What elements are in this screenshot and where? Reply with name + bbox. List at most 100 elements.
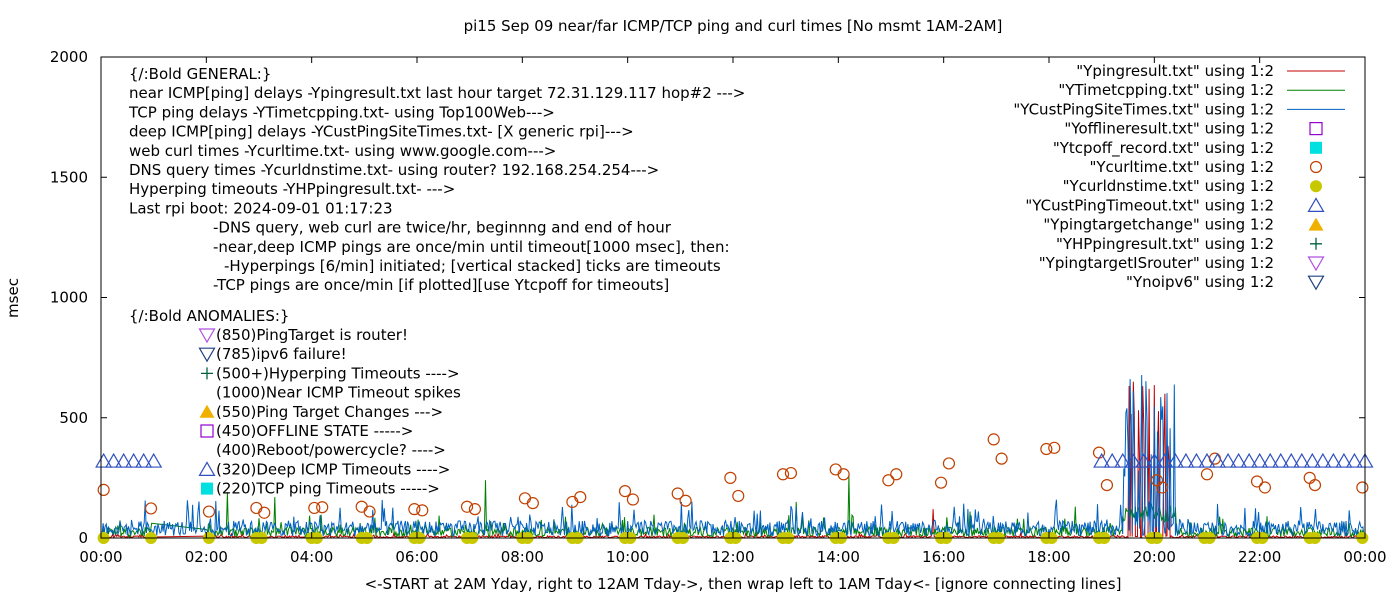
timeout-marker <box>115 452 133 468</box>
note-line: -TCP pings are once/min [if plotted][use… <box>213 276 669 294</box>
data-point <box>363 505 376 518</box>
timeout-marker <box>1240 452 1258 468</box>
timeout-marker <box>1219 452 1237 468</box>
note-line: TCP ping delays -YTimetcpping.txt- using… <box>128 103 555 121</box>
legend-label: "Ycurltime.txt" using 1:2 <box>1089 158 1274 176</box>
legend-marker-key <box>1310 141 1322 154</box>
data-point <box>316 501 329 514</box>
timeout-marker <box>1166 452 1184 468</box>
timeout-marker <box>1124 452 1142 468</box>
note-line: -Hyperpings [6/min] initiated; [vertical… <box>224 257 721 275</box>
data-point <box>1356 481 1369 494</box>
timeout-marker <box>1324 452 1342 468</box>
x-tick-label: 08:00 <box>501 548 544 566</box>
x-tick-label: 02:00 <box>185 548 228 566</box>
data-point <box>1048 441 1061 454</box>
legend-label: "Ycurldnstime.txt" using 1:2 <box>1063 177 1274 195</box>
data-point <box>671 487 684 500</box>
x-tick-label: 22:00 <box>1238 548 1281 566</box>
note-line: -near,deep ICMP pings are once/min until… <box>213 238 730 256</box>
legend-marker-key <box>1307 197 1325 212</box>
note-line: Hyperping timeouts -YHPpingresult.txt- -… <box>129 180 455 198</box>
legend-marker-key <box>1307 275 1325 291</box>
data-point <box>202 505 216 518</box>
data-point <box>776 468 790 481</box>
x-tick-label: 18:00 <box>1027 548 1070 566</box>
legend-label: "YTimetcpping.txt" using 1:2 <box>1058 81 1274 99</box>
timeout-marker <box>1135 452 1153 468</box>
timeout-marker <box>125 452 143 468</box>
data-point <box>679 494 692 507</box>
timeout-marker <box>135 452 153 468</box>
y-tick-label: 1000 <box>50 289 88 307</box>
y-tick-label: 1500 <box>50 168 88 186</box>
anomaly-line: (320)Deep ICMP Timeouts ----> <box>216 460 450 478</box>
anomaly-symbol <box>198 347 216 363</box>
x-axis-label: <-START at 2AM Yday, right to 12AM Tday-… <box>365 575 1122 593</box>
timeout-marker <box>95 452 113 468</box>
data-point <box>416 504 429 517</box>
legend-label: "YCustPingSiteTimes.txt" using 1:2 <box>1013 100 1274 118</box>
data-point <box>837 468 850 481</box>
anomaly-line: (500+)Hyperping Timeouts ----> <box>216 364 460 382</box>
y-axis-label: msec <box>4 278 22 318</box>
legend-marker-key <box>1310 180 1322 193</box>
data-point <box>942 457 956 470</box>
timeout-marker <box>1303 452 1321 468</box>
timeout-marker <box>1261 452 1279 468</box>
timeout-marker <box>1282 452 1300 468</box>
data-point <box>934 476 948 489</box>
anomaly-symbol <box>198 461 216 476</box>
data-point <box>355 500 368 513</box>
legend: "Ypingresult.txt" using 1:2"YTimetcpping… <box>1013 62 1345 291</box>
data-point <box>882 474 895 487</box>
x-tick-label: 04:00 <box>290 548 333 566</box>
note-line: -DNS query, web curl are twice/hr, begin… <box>213 219 672 237</box>
legend-marker-key <box>1308 217 1324 231</box>
anomaly-symbol <box>199 404 215 418</box>
series-line-2 <box>101 475 1365 539</box>
x-tick-label: 00:00 <box>79 548 122 566</box>
timeout-marker <box>1103 452 1121 468</box>
data-point <box>890 468 903 481</box>
timeout-marker <box>145 452 163 468</box>
y-tick-label: 2000 <box>50 48 88 66</box>
data-point <box>144 502 158 515</box>
data-point <box>250 501 263 515</box>
legend-label: "Ynoipv6" using 1:2 <box>1126 273 1274 291</box>
data-point <box>1308 478 1322 492</box>
data-point <box>724 471 737 484</box>
note-line: {/:Bold GENERAL:} <box>129 65 271 83</box>
timeout-marker <box>1345 452 1364 468</box>
legend-label: "YpingtargetISrouter" using 1:2 <box>1039 254 1274 272</box>
anomaly-symbol <box>198 328 216 344</box>
timeout-marker <box>1272 452 1290 468</box>
anomalies-heading: {/:Bold ANOMALIES:} <box>129 307 289 325</box>
timeout-marker <box>1335 452 1353 468</box>
legend-label: "Ypingtargetchange" using 1:2 <box>1043 216 1274 234</box>
legend-label: "Yofflineresult.txt" using 1:2 <box>1064 120 1274 138</box>
anomaly-line: (1000)Near ICMP Timeout spikes <box>216 384 461 402</box>
x-tick-label: 00:00 <box>1343 548 1386 566</box>
annotation-notes: {/:Bold GENERAL:}near ICMP[ping] delays … <box>128 65 745 498</box>
data-point <box>987 433 1000 446</box>
data-point <box>408 503 421 516</box>
timeout-marker <box>1208 452 1227 468</box>
legend-label: "YCustPingTimeout.txt" using 1:2 <box>1025 196 1274 214</box>
data-point <box>1303 471 1316 484</box>
data-point <box>1200 468 1214 481</box>
data-point <box>468 503 482 516</box>
legend-marker-key <box>1310 237 1322 250</box>
note-line: web curl times -Ycurltime.txt- using www… <box>129 142 556 160</box>
legend-marker-key <box>1309 160 1323 174</box>
x-tick-label: 06:00 <box>395 548 438 566</box>
data-point <box>574 491 587 504</box>
legend-label: "Ypingresult.txt" using 1:2 <box>1076 62 1274 80</box>
data-point <box>97 483 110 496</box>
data-point <box>732 489 745 503</box>
timeout-marker <box>1187 452 1206 468</box>
timeout-marker <box>1198 452 1216 468</box>
legend-marker-key <box>1309 121 1323 136</box>
timeout-marker <box>1156 452 1174 468</box>
